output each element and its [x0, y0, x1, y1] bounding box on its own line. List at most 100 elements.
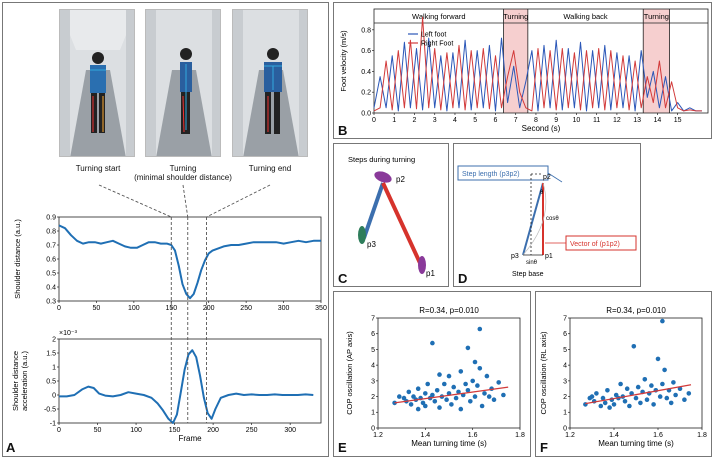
cop-rl-ytick-label: 5 [563, 347, 567, 354]
cop-rl-xlabel: Mean turning time (s) [598, 439, 674, 448]
shoulder-distance-ytick-label: 0.7 [46, 242, 56, 249]
caption-turning-sub: (minimal shoulder distance) [134, 173, 232, 182]
step-geometry-diagram: Step length (p3p2) Vector of (p1p2) p2 p… [457, 165, 637, 278]
cop-rl-ytick-label: 1 [563, 410, 567, 417]
cop-ap-point [484, 373, 490, 379]
step-length-label: Step length (p3p2) [462, 171, 520, 178]
shoulder-acceleration-ytick-label: -1 [50, 420, 56, 427]
cop-rl-ytick-label: 7 [563, 315, 567, 322]
cop-ap-point [423, 403, 428, 409]
panel-a-letter: A [6, 440, 16, 455]
cop-ap-frame [377, 317, 521, 429]
cop-ap-point [415, 406, 421, 412]
panel-b: Walking forward Turning Walking back Turnin… [333, 2, 712, 139]
foot-velocity-frame [373, 8, 709, 114]
cop-ap-point [453, 395, 459, 401]
vector-label: Vector of (p1p2) [570, 241, 620, 248]
photo-turning-end-drawing [233, 10, 307, 156]
cop-ap-point [456, 389, 461, 395]
shoulder-acceleration-xtick-label: 200 [207, 427, 219, 434]
panel-e-letter: E [338, 440, 347, 455]
shoulder-distance-xtick-label: 350 [315, 305, 327, 312]
label-p1: p1 [426, 269, 435, 278]
cop-ap-point [477, 366, 483, 371]
cop-rl-ylabel: COP oscillation (RL axis) [539, 331, 548, 414]
cop-rl-point [664, 395, 670, 401]
cop-rl-frame [569, 317, 703, 429]
panel-d: Step length (p3p2) Vector of (p1p2) p2 p… [453, 143, 641, 287]
foot-velocity-ytick-label: 0.0 [361, 110, 371, 117]
cop-rl-point [600, 395, 606, 401]
cop-ap-point [430, 392, 435, 398]
panel-d-letter: D [458, 271, 468, 286]
shoulder-acceleration-ytick-label: 2 [52, 336, 56, 343]
shoulder-acceleration-xtick-label: 0 [57, 427, 61, 434]
steps-title: Steps during turning [348, 155, 415, 164]
cop-ap-scatter: 1.2 1.4 1.6 1.8 0 1 2 3 4 5 6 7 Mean turning time (s… [345, 306, 525, 448]
legend-label: Right Foot [421, 41, 453, 48]
phase-label: Walking forward [412, 12, 466, 21]
foot-velocity-xlabel: Second (s) [522, 124, 561, 133]
panel-a-charts: 0501001502002503003500.30.40.50.60.70.80… [11, 184, 327, 443]
cop-rl-point [624, 386, 630, 391]
cop-ap-point [470, 378, 475, 384]
foot-velocity-xtick-label: 12 [613, 117, 621, 124]
shoulder-distance-ylabel: Shoulder distance (a.u.) [13, 219, 22, 299]
foot-velocity-xtick-label: 11 [593, 117, 600, 124]
cop-rl-point [627, 403, 632, 409]
cop-ap-ytick-label: 6 [371, 331, 375, 338]
cop-ap-point [479, 403, 485, 409]
foot-velocity-ylabel: Foot velocity (m/s) [339, 30, 348, 92]
cop-ap-ytick-label: 5 [371, 347, 375, 354]
cop-ap-point [482, 391, 487, 396]
cop-rl-annotation: R=0.34, p=0.010 [606, 306, 666, 315]
cop-ap-point [423, 391, 428, 396]
cop-ap-ytick-label: 4 [371, 363, 375, 370]
foot-velocity-xtick-label: 14 [653, 117, 661, 124]
cop-rl-point [655, 356, 661, 362]
shoulder-distance-xtick-label: 0 [57, 305, 61, 312]
foot-velocity-xtick-label: 1 [392, 117, 396, 124]
cop-rl-xtick-label: 1.6 [653, 432, 663, 439]
cop-rl-point [668, 400, 674, 406]
shoulder-distance-xtick-label: 300 [278, 305, 290, 312]
panel-e: 1.2 1.4 1.6 1.8 0 1 2 3 4 5 6 7 Mean turning time (s… [333, 291, 531, 457]
label-step-base: Step base [512, 271, 544, 278]
cop-rl-point [662, 367, 667, 373]
shoulder-acceleration-xtick-label: 250 [246, 427, 258, 434]
shoulder-distance-xtick-label: 250 [240, 305, 252, 312]
cop-ap-point [472, 359, 478, 365]
cop-ap-ytick-label: 7 [371, 315, 375, 322]
cop-rl-ytick-label: 6 [563, 331, 567, 338]
photo-turning-mid-drawing [146, 10, 220, 156]
shoulder-distance-ytick-label: 0.8 [46, 228, 56, 235]
panel-a: Turning start Turning (minimal shoulder … [2, 2, 329, 457]
step-p1-p2 [381, 182, 422, 264]
shoulder-acceleration-xtick-label: 300 [284, 427, 296, 434]
cop-ap-point [437, 372, 442, 377]
panel-f-letter: F [540, 440, 548, 455]
shoulder-acceleration-xlabel: Frame [178, 434, 202, 443]
foot-velocity-xtick-label: 10 [573, 117, 581, 124]
cop-rl-ytick-label: 2 [563, 394, 567, 401]
cop-ap-ylabel: COP oscillation (AP axis) [345, 331, 354, 415]
cop-ap-point [465, 388, 471, 393]
cop-rl-point [638, 400, 643, 406]
label-cos: cosθ [546, 216, 559, 222]
cop-ap-point [458, 406, 464, 412]
shoulder-distance-line [58, 224, 321, 300]
cop-ap-xtick-label: 1.2 [373, 432, 383, 439]
shoulder-acceleration-ylabel: Shoulder distanceacceleration (a.u.) [11, 350, 29, 411]
cop-ap-xtick-label: 1.6 [468, 432, 478, 439]
cop-ap-point [491, 397, 497, 402]
cop-rl-point [649, 383, 654, 388]
cop-rl-ytick-label: 3 [563, 378, 567, 385]
cop-ap-point [501, 392, 506, 398]
guide-dash-top [182, 184, 189, 218]
cop-rl-point [594, 391, 599, 396]
shoulder-distance-xtick-label: 200 [203, 305, 215, 312]
step-p2-p3 [362, 182, 385, 239]
cop-ap-point [437, 405, 442, 410]
cop-ap-point [434, 388, 440, 393]
cop-ap-xtick-label: 1.8 [515, 432, 525, 439]
